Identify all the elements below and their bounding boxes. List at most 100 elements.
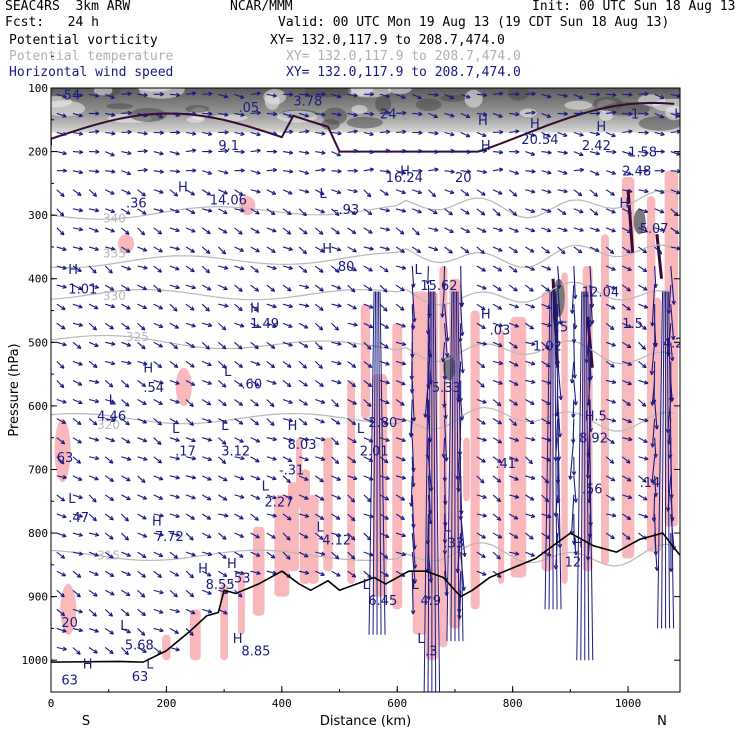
- wind-vector: [605, 475, 616, 482]
- wind-vector: [186, 112, 197, 115]
- wind-arrowhead: [205, 249, 211, 254]
- wind-vector: [282, 475, 291, 484]
- wind-arrowhead: [671, 335, 676, 341]
- field-value-label: 20.54: [521, 133, 558, 148]
- wind-arrowhead: [595, 247, 600, 252]
- wind-arrowhead: [142, 495, 148, 500]
- wind-arrowhead: [627, 229, 632, 234]
- wind-vector: [121, 303, 131, 310]
- wind-arrowhead: [409, 433, 414, 438]
- wind-vector: [185, 589, 194, 598]
- wind-arrowhead: [513, 287, 518, 292]
- wind-vector: [315, 437, 326, 441]
- wind-arrowhead: [92, 326, 98, 331]
- wind-arrowhead: [383, 458, 389, 464]
- wind-vector: [622, 341, 632, 349]
- wind-arrowhead: [610, 305, 616, 310]
- wind-jet: [379, 291, 386, 635]
- wind-arrowhead: [126, 571, 131, 576]
- x-tick-label: 0: [48, 697, 55, 710]
- wind-vector: [201, 399, 211, 406]
- wind-arrowhead: [596, 111, 601, 116]
- wind-arrowhead: [62, 474, 67, 480]
- wind-arrowhead: [191, 148, 197, 153]
- wind-vector: [525, 341, 536, 345]
- wind-arrowhead: [482, 437, 487, 442]
- wind-vector: [72, 513, 83, 518]
- wind-vector: [56, 456, 65, 465]
- wind-vector: [411, 552, 416, 584]
- wind-vector: [153, 151, 164, 155]
- wind-vector: [137, 570, 146, 578]
- wind-arrowhead: [611, 228, 616, 233]
- high-pv-blob: [638, 115, 680, 131]
- wind-vector: [88, 93, 100, 97]
- wind-vector: [347, 418, 356, 426]
- wind-vector: [411, 437, 415, 472]
- wind-vector: [234, 437, 244, 443]
- wind-arrowhead: [62, 246, 67, 252]
- wind-arrowhead: [205, 268, 211, 274]
- wind-arrowhead: [319, 306, 324, 311]
- field-value-label: .03: [490, 324, 511, 339]
- wind-vector: [234, 303, 243, 312]
- wind-vector: [331, 494, 341, 500]
- wind-arrowhead: [644, 456, 649, 461]
- extremum-marker: L: [357, 422, 365, 437]
- wind-vector: [395, 303, 405, 311]
- wind-arrowhead: [272, 513, 277, 518]
- wind-arrowhead: [353, 93, 358, 98]
- wind-arrowhead: [481, 420, 486, 425]
- wind-arrowhead: [415, 231, 420, 236]
- pv-column: [392, 323, 403, 610]
- wind-arrowhead: [111, 417, 116, 423]
- wind-arrowhead: [563, 170, 568, 175]
- wind-vector: [622, 322, 632, 328]
- wind-vector: [250, 418, 259, 426]
- high-pv-blob: [322, 107, 348, 125]
- extremum-marker: H: [619, 196, 629, 211]
- wind-arrowhead: [62, 131, 67, 137]
- wind-vector: [572, 399, 575, 418]
- wind-arrowhead: [207, 170, 213, 175]
- wind-arrowhead: [481, 306, 486, 311]
- wind-vector: [460, 342, 464, 374]
- wind-vector: [72, 265, 82, 272]
- pv-column: [412, 291, 428, 635]
- wind-arrowhead: [384, 191, 389, 196]
- wind-arrowhead: [288, 303, 293, 309]
- wind-arrowhead: [513, 401, 518, 406]
- wind-vector: [201, 513, 211, 520]
- wind-arrowhead: [644, 380, 649, 385]
- field-value-label: 8.85: [241, 645, 270, 660]
- wind-arrowhead: [530, 400, 535, 405]
- wind-vector: [508, 189, 518, 197]
- wind-arrowhead: [569, 379, 575, 384]
- wind-vector: [379, 93, 390, 98]
- wind-arrowhead: [400, 401, 405, 406]
- wind-vector: [185, 303, 195, 311]
- wind-vector: [605, 284, 616, 290]
- wind-arrowhead: [628, 188, 633, 194]
- wind-arrowhead: [223, 610, 228, 615]
- wind-jet: [368, 291, 375, 635]
- wind-arrowhead: [561, 249, 566, 255]
- plot-frame: [50, 87, 681, 693]
- wind-vector: [476, 150, 487, 153]
- wind-arrowhead: [94, 455, 100, 461]
- field-range-wind: XY= 132.0,117.9 to 208.7,474.0: [286, 65, 521, 80]
- wind-arrowhead: [443, 414, 448, 420]
- wind-arrowhead: [351, 420, 357, 426]
- wind-vector: [56, 532, 67, 538]
- wind-vector: [395, 437, 406, 442]
- wind-arrowhead: [498, 167, 504, 172]
- wind-arrowhead: [223, 419, 228, 424]
- field-value-label: 8.92: [579, 432, 608, 447]
- wind-vector: [169, 208, 180, 213]
- wind-vector: [605, 131, 616, 137]
- wind-vector: [363, 399, 372, 407]
- wind-arrowhead: [626, 287, 631, 292]
- wind-arrowhead: [573, 498, 578, 503]
- wind-arrowhead: [78, 113, 83, 118]
- wind-arrowhead: [191, 475, 197, 480]
